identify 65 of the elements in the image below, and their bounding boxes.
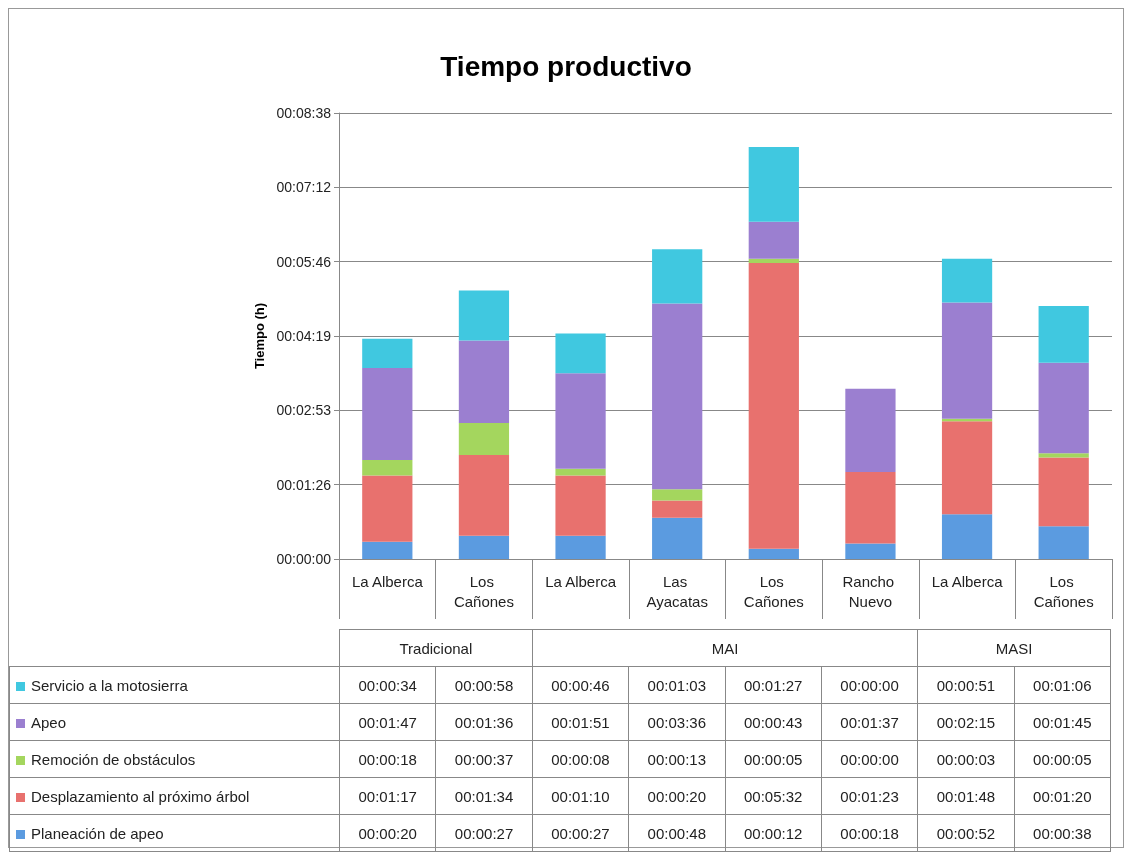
x-tick-label: La Alberca — [351, 572, 424, 590]
data-label: 00:01:17 — [339, 777, 436, 815]
data-label: 00:00:12 — [725, 814, 822, 852]
data-label: 00:01:51 — [532, 703, 629, 741]
data-label: 00:00:00 — [821, 666, 918, 704]
x-tick-label: Los Cañones — [743, 572, 804, 610]
data-label: 00:00:34 — [339, 666, 436, 704]
legend-label: Desplazamiento al próximo árbol — [9, 777, 340, 815]
chart-title: Tiempo productivo — [440, 50, 692, 82]
data-label: 00:00:46 — [532, 666, 629, 704]
data-label: 00:01:27 — [725, 666, 822, 704]
data-label: 00:03:36 — [628, 703, 725, 741]
data-label: 00:00:38 — [1014, 814, 1111, 852]
x-tick-label: Los Cañones — [453, 572, 514, 610]
y-tick-label: 00:02:53 — [276, 402, 332, 419]
text: Tradicional — [339, 629, 533, 667]
y-tick-label: 00:08:38 — [276, 105, 332, 121]
data-label: 00:00:08 — [532, 740, 629, 778]
y-tick-label: 00:05:46 — [276, 253, 332, 270]
data-label: 00:01:10 — [532, 777, 629, 815]
data-label: 00:01:23 — [821, 777, 918, 815]
data-label: 00:01:20 — [1014, 777, 1111, 815]
data-label: 00:00:51 — [917, 666, 1015, 704]
data-label: 00:00:18 — [339, 740, 436, 778]
data-label: 00:00:52 — [917, 814, 1015, 852]
data-label: 00:01:48 — [917, 777, 1015, 815]
x-tick-label: Los Cañones — [1033, 572, 1094, 610]
x-tick-label: La Alberca — [545, 572, 617, 590]
data-label: 00:00:20 — [339, 814, 436, 852]
y-tick-label: 00:04:19 — [276, 328, 332, 344]
data-label: 00:00:58 — [435, 666, 533, 704]
data-label: 00:00:13 — [628, 740, 725, 778]
y-tick-label: 00:07:12 — [276, 179, 332, 196]
y-tick-label: 00:01:26 — [276, 476, 332, 493]
legend-label: Apeo — [9, 703, 340, 741]
data-label: 00:00:03 — [917, 740, 1015, 778]
data-label: 00:01:37 — [821, 703, 918, 741]
x-tick-label: Rancho Nuevo — [842, 572, 899, 610]
data-label: 00:01:06 — [1014, 666, 1111, 704]
data-label: 00:00:43 — [725, 703, 822, 741]
x-tick-label: Las Ayacatas — [646, 572, 708, 610]
text: MAI — [532, 629, 918, 667]
data-label: 00:00:27 — [532, 814, 629, 852]
data-label: 00:00:20 — [628, 777, 725, 815]
legend-label: Planeación de apeo — [9, 814, 340, 852]
data-label: 00:05:32 — [725, 777, 822, 815]
data-label: 00:01:45 — [1014, 703, 1111, 741]
text: MASI — [917, 629, 1111, 667]
legend-label: Servicio a la motosierra — [9, 666, 340, 704]
data-label: 00:00:05 — [725, 740, 822, 778]
data-label: 00:01:36 — [435, 703, 533, 741]
legend-label: Remoción de obstáculos — [9, 740, 340, 778]
data-label: 00:01:34 — [435, 777, 533, 815]
data-label: 00:00:48 — [628, 814, 725, 852]
data-label: 00:00:00 — [821, 740, 918, 778]
data-label: 00:00:27 — [435, 814, 533, 852]
y-tick-label: 00:00:00 — [276, 551, 332, 567]
data-label: 00:01:47 — [339, 703, 436, 741]
y-axis-title: Tiempo (h) — [251, 302, 267, 370]
data-label: 00:00:37 — [435, 740, 533, 778]
data-label: 00:01:03 — [628, 666, 725, 704]
data-label: 00:02:15 — [917, 703, 1015, 741]
data-label: 00:00:18 — [821, 814, 918, 852]
data-label: 00:00:05 — [1014, 740, 1111, 778]
x-tick-label: La Alberca — [931, 572, 1004, 590]
